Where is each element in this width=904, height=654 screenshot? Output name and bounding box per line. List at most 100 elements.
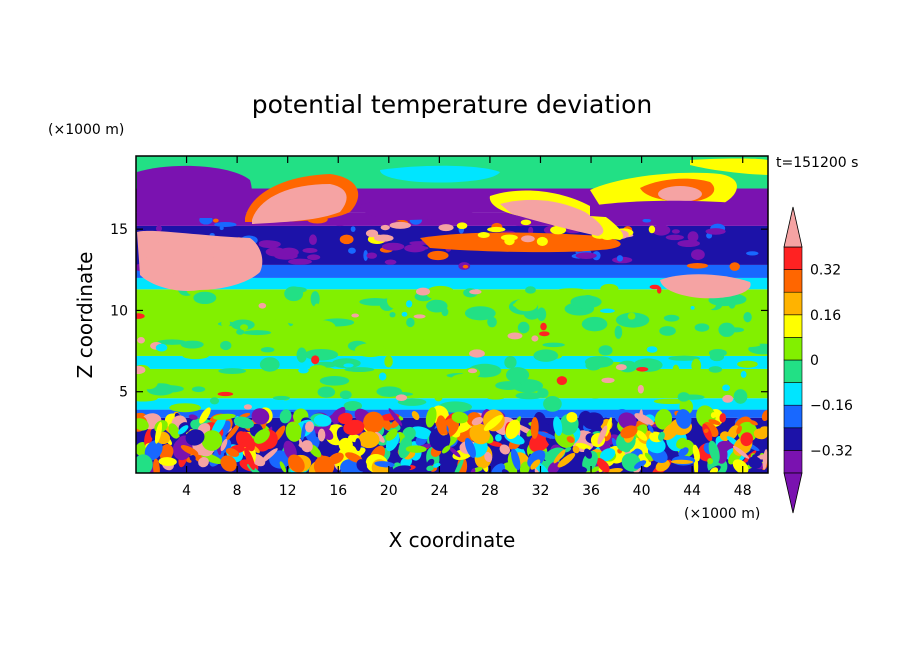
x-tick-label: 24 bbox=[430, 483, 448, 499]
field-patch bbox=[487, 226, 506, 233]
field-patch bbox=[618, 412, 637, 430]
field-patch bbox=[740, 432, 754, 447]
field-patch bbox=[575, 442, 592, 450]
field-patch bbox=[566, 411, 578, 423]
field-patch bbox=[536, 236, 548, 246]
field-patch bbox=[217, 391, 234, 397]
field-patch bbox=[743, 311, 752, 323]
field-patch bbox=[157, 339, 187, 345]
field-patch bbox=[438, 224, 454, 232]
field-patch bbox=[348, 247, 356, 254]
field-patch bbox=[388, 408, 403, 426]
field-patch bbox=[279, 461, 287, 473]
field-patch bbox=[388, 391, 414, 397]
field-patch bbox=[536, 307, 547, 321]
field-patch bbox=[726, 425, 739, 441]
field-patch bbox=[514, 298, 538, 312]
field-patch bbox=[521, 235, 535, 243]
field-patch bbox=[542, 342, 565, 348]
field-patch bbox=[434, 394, 443, 402]
field-patch bbox=[136, 454, 153, 473]
colorbar-tick-label: 0.32 bbox=[810, 263, 841, 279]
field-patch bbox=[189, 455, 196, 462]
field-patch bbox=[495, 381, 522, 390]
field-patch bbox=[212, 413, 236, 420]
field-patch bbox=[582, 412, 604, 430]
field-patch bbox=[691, 358, 702, 373]
x-tick-label: 48 bbox=[734, 483, 752, 499]
field-patch bbox=[285, 421, 302, 442]
field-patch bbox=[733, 389, 748, 404]
field-patch bbox=[746, 251, 759, 256]
field-patch bbox=[748, 456, 762, 469]
field-patch bbox=[344, 367, 375, 373]
field-patch bbox=[644, 452, 653, 462]
field-patch bbox=[575, 252, 597, 259]
field-patch bbox=[708, 349, 727, 357]
field-patch bbox=[539, 331, 550, 337]
field-patch bbox=[136, 365, 146, 375]
field-patch bbox=[700, 309, 718, 317]
colorbar-segment bbox=[783, 427, 803, 451]
field-patch bbox=[374, 461, 395, 468]
x-tick-label: 12 bbox=[279, 483, 297, 499]
field-patch bbox=[675, 409, 692, 429]
field-patch bbox=[708, 440, 720, 463]
warm-anomaly bbox=[660, 274, 751, 299]
field-patch bbox=[504, 356, 517, 369]
field-patch bbox=[337, 351, 345, 356]
field-patch bbox=[411, 410, 420, 421]
field-patch bbox=[620, 425, 638, 439]
field-patch bbox=[718, 322, 735, 337]
field-patch bbox=[426, 465, 434, 472]
field-patch bbox=[687, 231, 699, 243]
field-patch bbox=[615, 312, 650, 328]
colorbar-segment bbox=[783, 404, 803, 429]
field-patch bbox=[351, 313, 360, 318]
field-patch bbox=[694, 323, 710, 332]
warm-anomaly bbox=[500, 199, 604, 236]
colorbar-tick-label: 0.16 bbox=[810, 308, 841, 324]
field-patch bbox=[307, 254, 321, 261]
field-patch bbox=[136, 313, 145, 319]
x-tick-label: 32 bbox=[532, 483, 550, 499]
field-patch bbox=[363, 250, 368, 261]
field-patch bbox=[170, 345, 187, 351]
field-patch bbox=[410, 426, 433, 440]
field-patch bbox=[395, 394, 408, 401]
field-patch bbox=[281, 311, 315, 325]
field-patch bbox=[412, 328, 426, 342]
field-patch bbox=[212, 218, 219, 223]
field-patch bbox=[615, 364, 627, 371]
colorbar-segment bbox=[783, 291, 803, 316]
field-patch bbox=[756, 377, 768, 391]
colorbar-segment bbox=[783, 382, 803, 406]
field-patch bbox=[570, 295, 602, 309]
field-patch bbox=[563, 447, 572, 453]
warm-anomaly bbox=[658, 186, 702, 202]
field-patch bbox=[366, 252, 377, 259]
field-patch bbox=[365, 229, 379, 238]
field-patch bbox=[646, 346, 658, 353]
field-patch bbox=[350, 226, 356, 232]
field-patch bbox=[279, 409, 292, 424]
field-patch bbox=[309, 234, 317, 246]
field-patch bbox=[736, 425, 742, 435]
field-patch bbox=[663, 314, 680, 322]
field-patch bbox=[301, 440, 313, 453]
field-patch bbox=[199, 407, 211, 424]
field-patch bbox=[648, 225, 656, 234]
field-patch bbox=[220, 455, 237, 472]
field-patch bbox=[636, 367, 649, 372]
field-patch bbox=[665, 234, 684, 241]
field-patch bbox=[515, 392, 543, 400]
field-patch bbox=[504, 237, 515, 246]
field-patch bbox=[218, 368, 247, 374]
field-patch bbox=[652, 224, 671, 236]
field-patch bbox=[225, 423, 241, 441]
field-patch bbox=[198, 457, 209, 468]
colorbar-over-arrow bbox=[783, 206, 803, 248]
field-patch bbox=[540, 322, 547, 331]
cool-anomaly bbox=[380, 165, 500, 183]
field-patch bbox=[154, 421, 163, 444]
